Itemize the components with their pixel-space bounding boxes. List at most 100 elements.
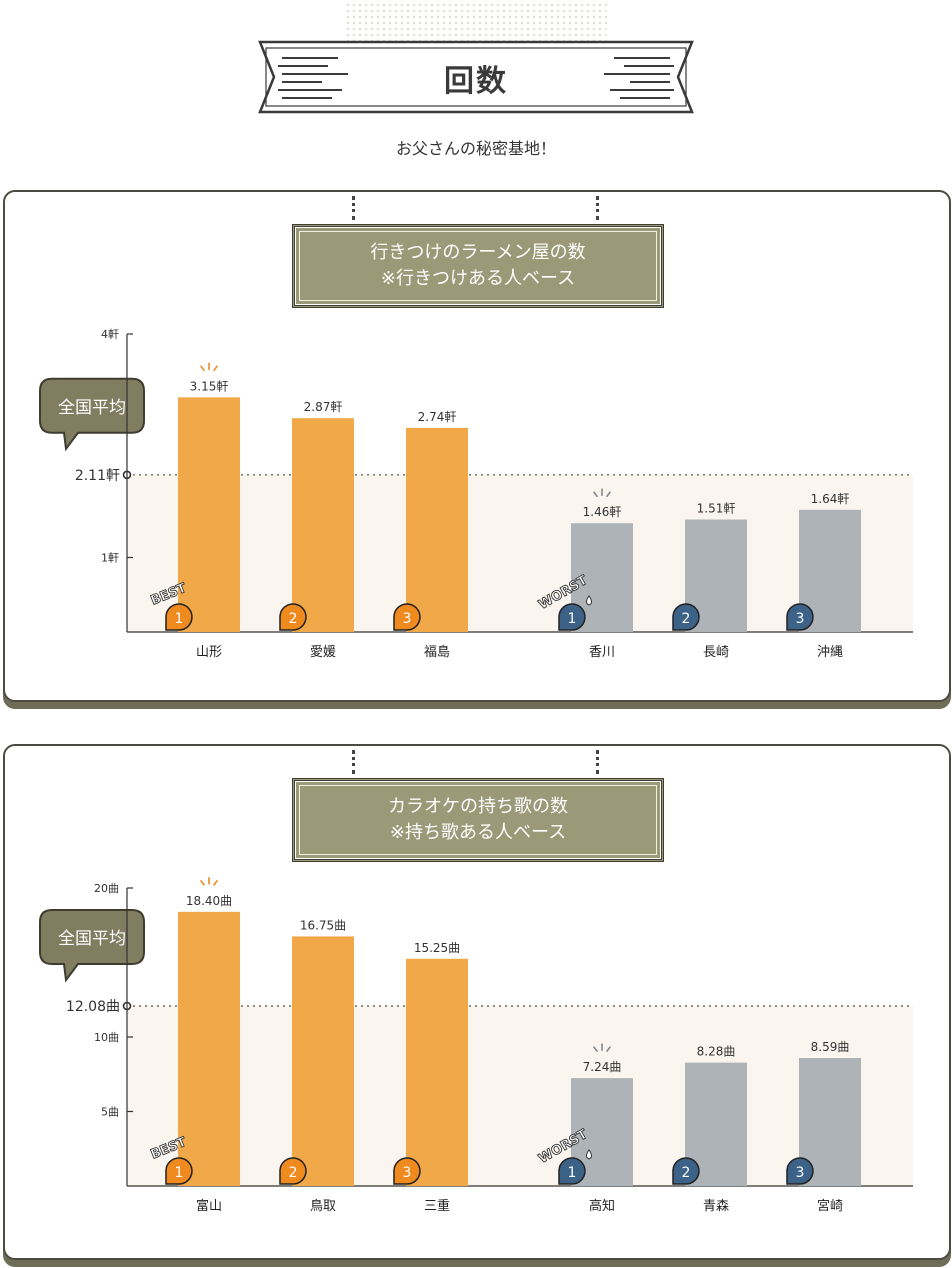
rank-badge-shape bbox=[393, 603, 421, 631]
rank-number: 2 bbox=[682, 611, 691, 627]
category-label: 長崎 bbox=[703, 645, 729, 660]
sparkle-icon bbox=[593, 1043, 611, 1052]
average-band bbox=[127, 1006, 913, 1186]
rank-badge-shape bbox=[279, 603, 307, 631]
rank-number: 1 bbox=[568, 611, 577, 627]
data-label: 15.25曲 bbox=[414, 941, 460, 955]
y-tick-label: 1軒 bbox=[101, 552, 119, 565]
rank-badge: 3 bbox=[786, 1157, 814, 1185]
rank-badge-shape bbox=[786, 1157, 814, 1185]
rank-badge: 3 bbox=[393, 603, 421, 631]
average-bubble: 全国平均 bbox=[39, 377, 145, 452]
average-bubble-label: 全国平均 bbox=[58, 929, 126, 949]
y-tick-label: 4軒 bbox=[101, 328, 119, 341]
data-label: 8.28曲 bbox=[697, 1045, 736, 1059]
chart-heading-board-ramen: 行きつけのラーメン屋の数 ※行きつけある人ベース bbox=[292, 224, 664, 308]
rank-badge-shape bbox=[672, 1157, 700, 1185]
rank-number: 3 bbox=[403, 611, 412, 627]
data-label: 16.75曲 bbox=[300, 918, 346, 932]
rank-number: 2 bbox=[289, 1165, 298, 1181]
sparkle-icon bbox=[200, 362, 218, 372]
category-label: 鳥取 bbox=[310, 1199, 336, 1214]
average-bubble-shape bbox=[39, 909, 145, 983]
rank-number: 3 bbox=[403, 1165, 412, 1181]
y-tick-label: 10曲 bbox=[94, 1031, 119, 1044]
average-value-label: 12.08曲 bbox=[66, 999, 120, 1015]
category-label: 三重 bbox=[424, 1198, 450, 1214]
data-label: 8.59曲 bbox=[811, 1040, 850, 1054]
rank-badge-shape bbox=[165, 1157, 193, 1185]
chart-heading-board-karaoke: カラオケの持ち歌の数 ※持ち歌ある人ベース bbox=[292, 778, 664, 862]
board-hanger-left bbox=[352, 750, 355, 774]
data-label: 1.64軒 bbox=[811, 492, 850, 506]
y-tick-label: 20曲 bbox=[94, 882, 119, 895]
header-dot-pattern bbox=[345, 2, 607, 42]
rank-badge: 1 bbox=[165, 603, 193, 631]
rank-badge-shape bbox=[558, 1157, 586, 1185]
data-label: 2.74軒 bbox=[418, 410, 457, 424]
data-label: 1.46軒 bbox=[583, 505, 622, 519]
page-title: 回数 bbox=[444, 64, 508, 99]
average-bubble-shape bbox=[39, 377, 145, 452]
board-hanger-right bbox=[596, 750, 599, 774]
rank-badge-shape bbox=[786, 603, 814, 631]
karaoke-bar-chart: 12.08曲全国平均5曲10曲20曲18.40曲1BEST富山16.75曲2鳥取… bbox=[39, 877, 913, 1214]
rank-badge: 2 bbox=[279, 1157, 307, 1185]
rank-badge: 2 bbox=[672, 603, 700, 631]
category-label: 山形 bbox=[196, 645, 222, 660]
bar bbox=[406, 427, 468, 632]
data-label: 1.51軒 bbox=[697, 502, 736, 516]
board-hanger-right bbox=[596, 196, 599, 220]
category-label: 青森 bbox=[703, 1199, 729, 1214]
bar bbox=[178, 911, 240, 1186]
rank-badge: 3 bbox=[786, 603, 814, 631]
board-hanger-left bbox=[352, 196, 355, 220]
ramen-bar-chart: 2.11軒全国平均1軒4軒3.15軒1BEST山形2.87軒2愛媛2.74軒3福… bbox=[39, 328, 913, 660]
rank-badge-shape bbox=[165, 603, 193, 631]
bar bbox=[292, 418, 354, 632]
data-label: 3.15軒 bbox=[190, 379, 229, 393]
rank-badge-shape bbox=[672, 603, 700, 631]
rank-badge: 1 bbox=[558, 603, 586, 631]
category-label: 香川 bbox=[589, 645, 615, 660]
tear-drop-icon bbox=[586, 1149, 592, 1160]
average-band bbox=[127, 474, 913, 632]
average-bubble-label: 全国平均 bbox=[58, 398, 126, 418]
category-label: 宮崎 bbox=[817, 1198, 843, 1214]
rank-number: 1 bbox=[568, 1165, 577, 1181]
average-value-label: 2.11軒 bbox=[75, 468, 120, 484]
rank-number: 3 bbox=[796, 611, 805, 627]
category-label: 高知 bbox=[589, 1198, 615, 1214]
rank-badge: 1 bbox=[558, 1157, 586, 1185]
tear-drop-icon bbox=[586, 595, 592, 606]
rank-badge: 3 bbox=[393, 1157, 421, 1185]
rank-number: 2 bbox=[682, 1165, 691, 1181]
rank-badge-shape bbox=[393, 1157, 421, 1185]
rank-badge-shape bbox=[279, 1157, 307, 1185]
rank-badge-shape bbox=[558, 603, 586, 631]
rank-number: 2 bbox=[289, 611, 298, 627]
bar bbox=[178, 397, 240, 632]
sparkle-icon bbox=[593, 488, 611, 498]
bar bbox=[406, 958, 468, 1186]
category-label: 福島 bbox=[424, 645, 450, 660]
category-label: 富山 bbox=[196, 1198, 222, 1214]
data-label: 7.24曲 bbox=[583, 1060, 622, 1074]
data-label: 2.87軒 bbox=[304, 400, 343, 414]
category-label: 沖縄 bbox=[817, 645, 843, 660]
bar bbox=[292, 936, 354, 1186]
rank-badge: 2 bbox=[279, 603, 307, 631]
chart-heading-line1: 行きつけのラーメン屋の数 bbox=[370, 242, 586, 263]
page-subtitle: お父さんの秘密基地！ bbox=[395, 139, 556, 158]
chart-heading-line1: カラオケの持ち歌の数 bbox=[388, 796, 568, 817]
chart-heading-line2: ※行きつけある人ベース bbox=[380, 268, 576, 289]
rank-number: 1 bbox=[175, 611, 184, 627]
rank-number: 1 bbox=[175, 1165, 184, 1181]
chart-heading-line2: ※持ち歌ある人ベース bbox=[389, 822, 567, 843]
rank-badge: 1 bbox=[165, 1157, 193, 1185]
rank-badge: 2 bbox=[672, 1157, 700, 1185]
average-bubble: 全国平均 bbox=[39, 909, 145, 983]
title-ribbon bbox=[258, 40, 694, 114]
y-tick-label: 5曲 bbox=[101, 1106, 119, 1119]
rank-number: 3 bbox=[796, 1165, 805, 1181]
